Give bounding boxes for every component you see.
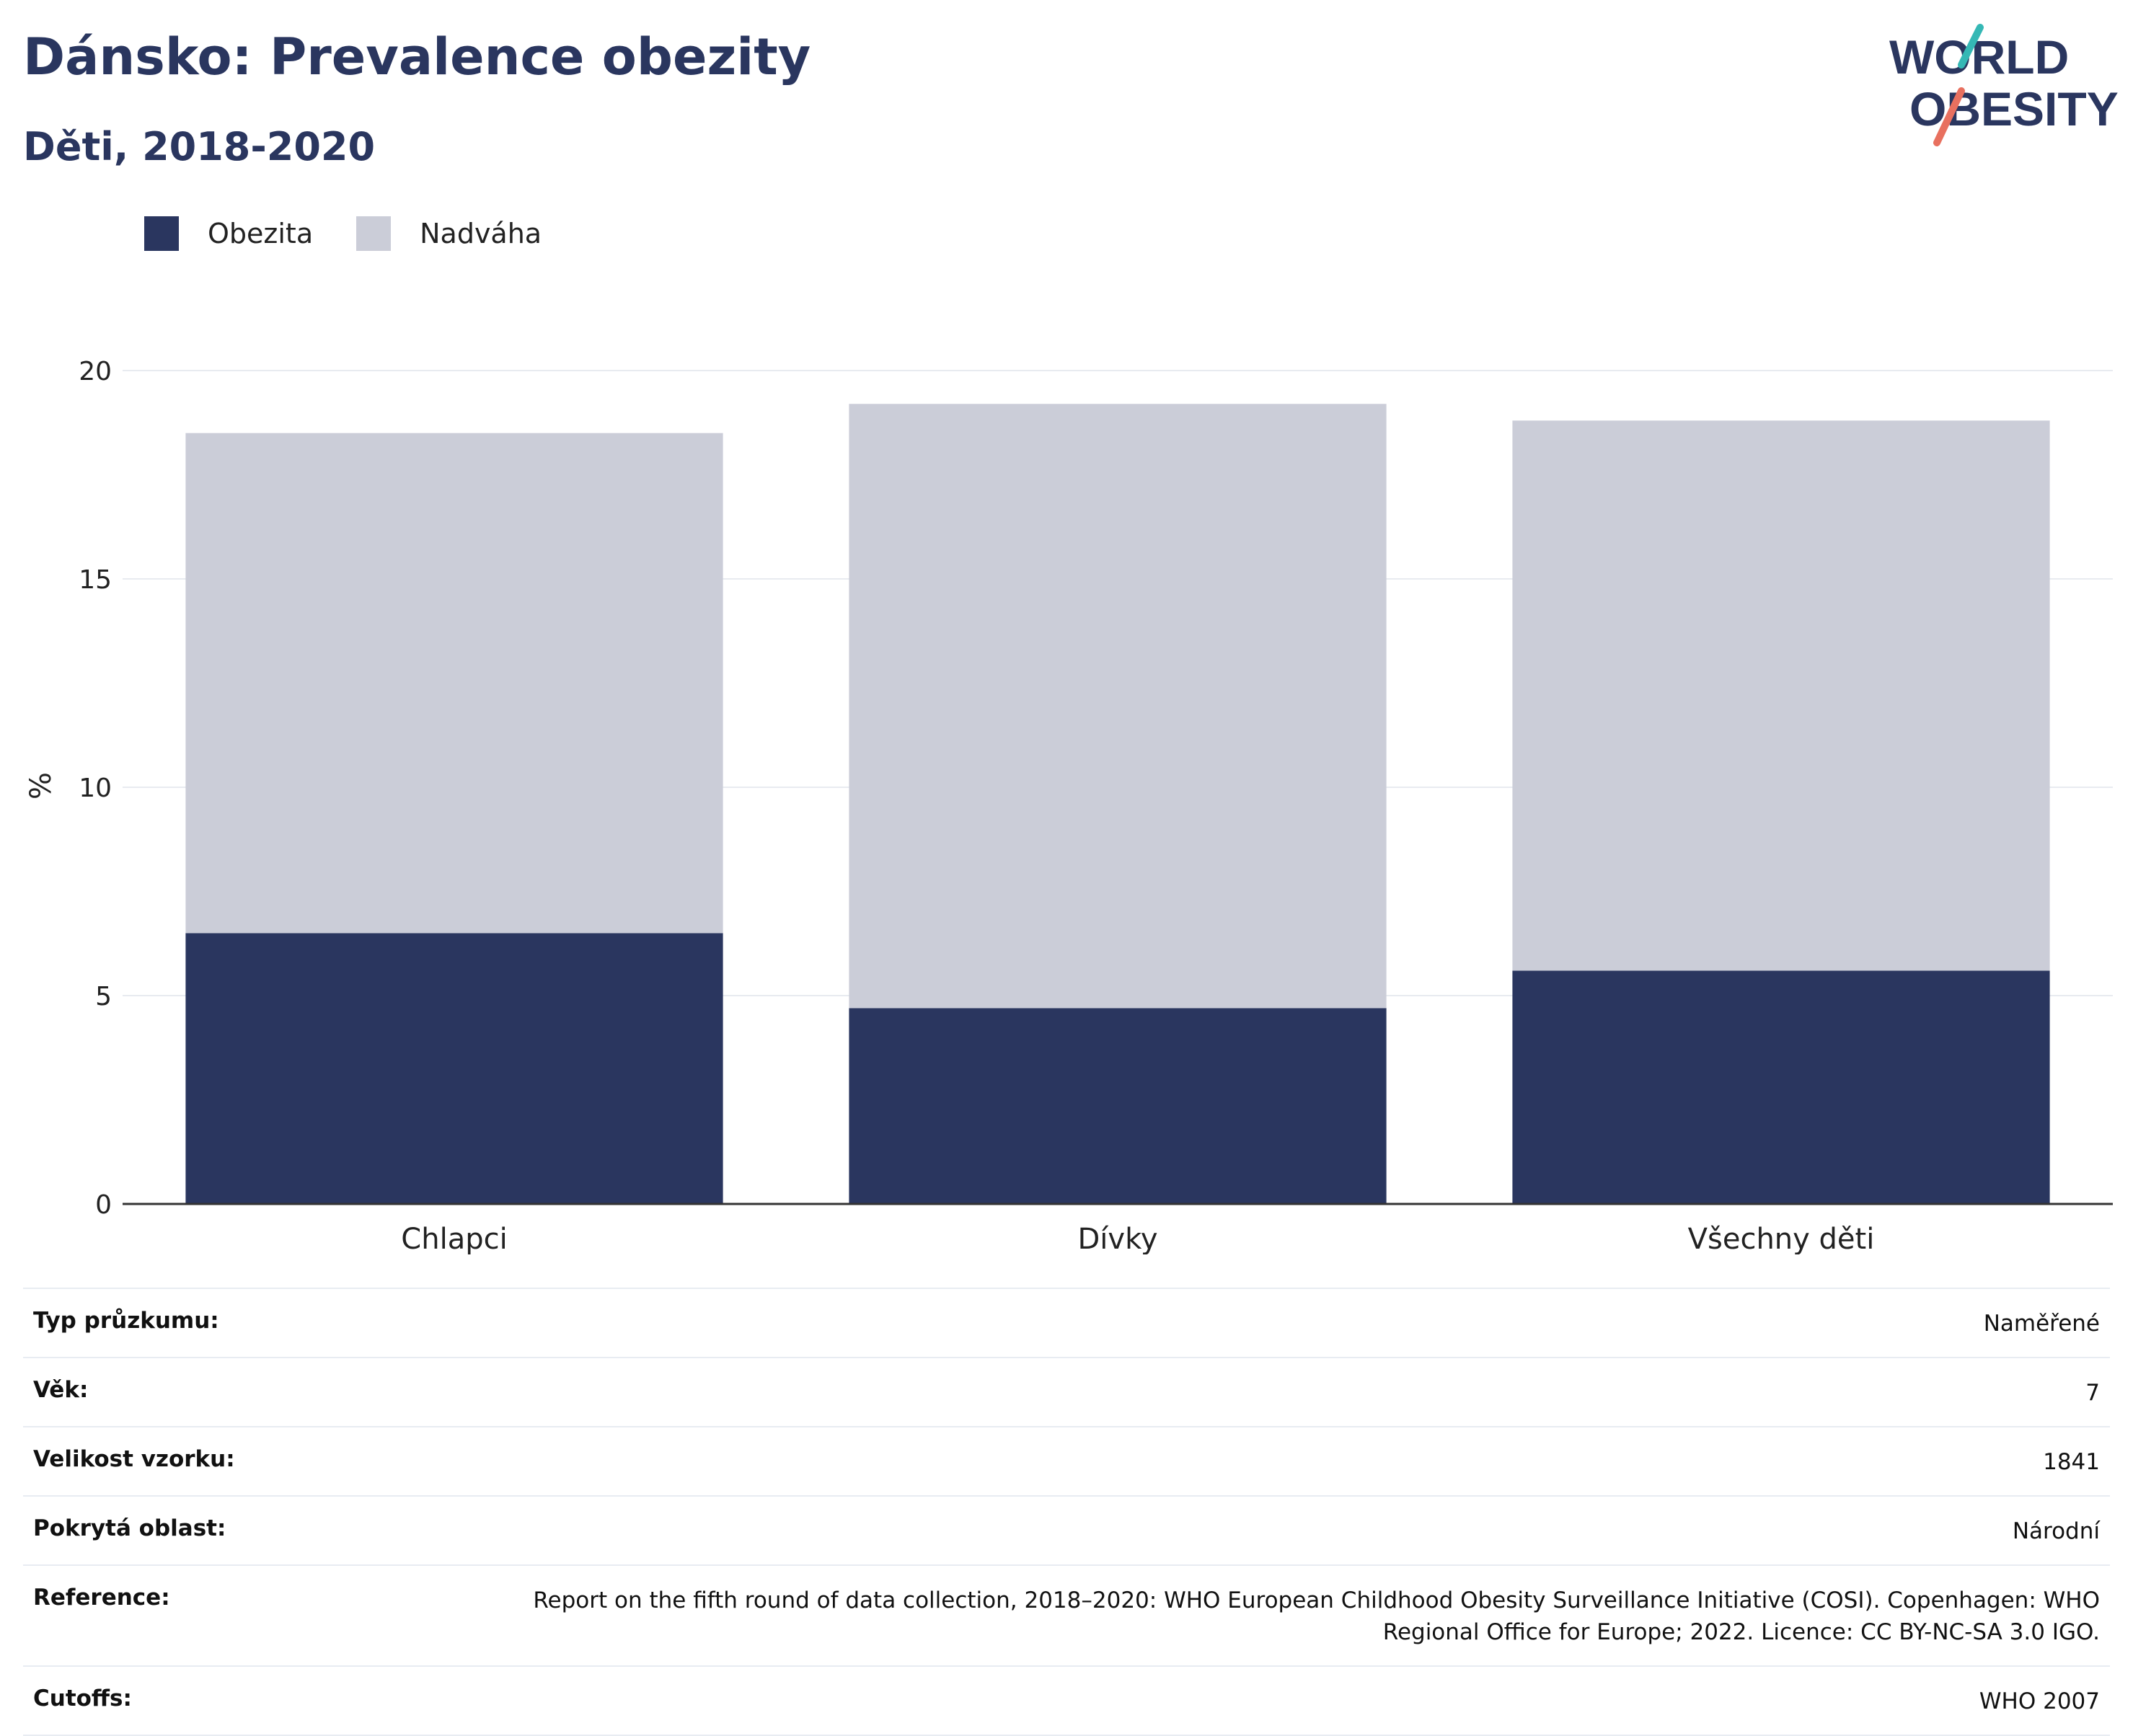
page-title: Dánsko: Prevalence obezity [23, 27, 811, 87]
info-row-sample-size: Velikost vzorku: 1841 [23, 1427, 2110, 1497]
y-tick-label: 5 [95, 982, 112, 1011]
axis-layer: 0 5 10 15 20 Chlapci Dívky Všechny děti [79, 357, 2113, 1254]
info-value: 1841 [2043, 1449, 2100, 1475]
info-key: Velikost vzorku: [33, 1446, 235, 1472]
bar-overweight [1512, 420, 2050, 971]
info-value: Naměřené [1983, 1311, 2100, 1337]
logo-coral-stroke [1933, 87, 1965, 146]
page-subtitle: Děti, 2018-2020 [23, 124, 376, 169]
chart-legend: Obezita Nadváha [144, 213, 585, 254]
x-tick-label: Chlapci [401, 1223, 507, 1254]
x-tick-label: Dívky [1078, 1223, 1158, 1254]
info-key: Typ průzkumu: [33, 1308, 219, 1334]
info-key: Cutoffs: [33, 1686, 132, 1711]
info-value: WHO 2007 [1979, 1688, 2100, 1714]
legend-label-obesity: Obezita [208, 218, 314, 249]
bar-obesity [849, 1008, 1387, 1204]
logo-teal-stroke [1958, 24, 1984, 68]
y-tick-label: 20 [79, 357, 112, 386]
y-axis-title: % [25, 772, 58, 800]
logo-line-1: WORLD [1889, 30, 2069, 84]
y-tick-label: 15 [79, 565, 112, 595]
stacked-bar-chart: 0 5 10 15 20 Chlapci Dívky Všechny děti % [25, 357, 2113, 1254]
bar-overweight [849, 404, 1387, 1009]
survey-info-table: Typ průzkumu: Naměřené Věk: 7 Velikost v… [23, 1288, 2110, 1736]
bar-layer [185, 404, 2050, 1204]
info-value: 7 [2085, 1380, 2100, 1406]
info-row-survey-type: Typ průzkumu: Naměřené [23, 1289, 2110, 1358]
legend-item-obesity: Obezita [144, 216, 313, 251]
info-key: Pokrytá oblast: [33, 1515, 226, 1541]
info-key: Reference: [33, 1585, 170, 1611]
x-tick-label: Všechny děti [1688, 1223, 1875, 1254]
y-tick-label: 10 [79, 774, 112, 803]
info-key: Věk: [33, 1377, 89, 1403]
info-row-cutoffs: Cutoffs: WHO 2007 [23, 1667, 2110, 1736]
info-row-age: Věk: 7 [23, 1358, 2110, 1427]
info-row-area-covered: Pokrytá oblast: Národní [23, 1497, 2110, 1566]
info-row-reference: Reference: Report on the fifth round of … [23, 1566, 2110, 1667]
world-obesity-logo: WORLD OBESITY [1889, 24, 2119, 146]
info-value: Report on the fifth round of data collec… [533, 1587, 2100, 1645]
bar-obesity [1512, 970, 2050, 1204]
y-tick-label: 0 [95, 1190, 112, 1220]
bar-overweight [185, 433, 723, 934]
bar-obesity [185, 933, 723, 1204]
legend-label-overweight: Nadváha [420, 218, 542, 249]
legend-swatch-obesity [144, 216, 179, 251]
legend-item-overweight: Nadváha [356, 216, 542, 251]
legend-swatch-overweight [356, 216, 392, 251]
info-value: Národní [2012, 1518, 2100, 1544]
